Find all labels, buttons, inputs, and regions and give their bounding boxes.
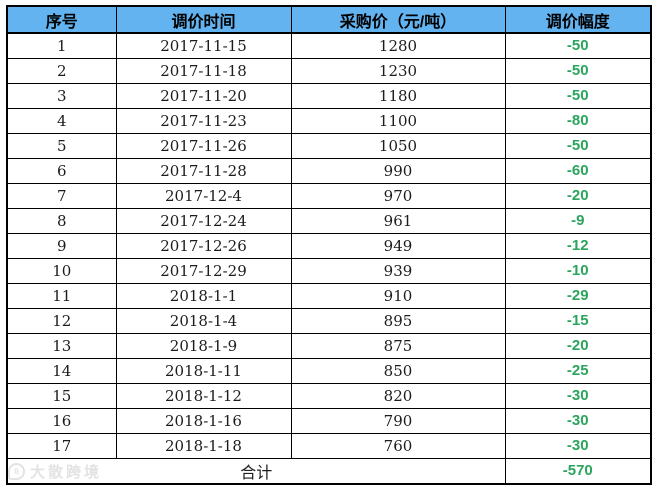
adjust-date-cell: 2018-1-1 (115, 282, 292, 309)
serial-number-cell: 8 (6, 207, 117, 234)
serial-number-cell: 3 (6, 82, 117, 109)
price-change-cell: -15 (504, 307, 652, 334)
purchase-price-cell: 990 (290, 157, 506, 184)
adjust-date-cell: 2018-1-12 (115, 382, 292, 409)
purchase-price-cell: 790 (290, 407, 506, 434)
serial-number-cell: 15 (6, 382, 117, 409)
adjust-date-cell: 2017-12-4 (115, 182, 292, 209)
serial-number-cell: 10 (6, 257, 117, 284)
price-change-cell: -50 (504, 82, 652, 109)
price-change-cell: -50 (504, 57, 652, 84)
purchase-price-cell: 1280 (290, 32, 506, 59)
table-row: 15 2018-1-12 820 -30 (6, 382, 652, 409)
table-row: 8 2017-12-24 961 -9 (6, 207, 652, 234)
table-row: 17 2018-1-18 760 -30 (6, 432, 652, 459)
table-row: 14 2018-1-11 850 -25 (6, 357, 652, 384)
purchase-price-cell: 910 (290, 282, 506, 309)
purchase-price-cell: 760 (290, 432, 506, 459)
price-adjustment-table: 序号 调价时间 采购价（元/吨） 调价幅度 1 2017-11-15 1280 -50 2 20… (6, 5, 652, 485)
purchase-price-cell: 1050 (290, 132, 506, 159)
purchase-price-cell: 949 (290, 232, 506, 259)
serial-number-cell: 13 (6, 332, 117, 359)
adjust-date-cell: 2017-11-15 (115, 32, 292, 59)
column-header: 调价时间 (115, 5, 292, 34)
purchase-price-cell: 1230 (290, 57, 506, 84)
serial-number-cell: 2 (6, 57, 117, 84)
price-change-cell: -12 (504, 232, 652, 259)
price-change-cell: -30 (504, 382, 652, 409)
purchase-price-cell: 939 (290, 257, 506, 284)
purchase-price-cell: 1180 (290, 82, 506, 109)
purchase-price-cell: 820 (290, 382, 506, 409)
price-change-cell: -50 (504, 32, 652, 59)
total-label: 合计 (6, 457, 506, 485)
price-change-cell: -9 (504, 207, 652, 234)
table-row: 2 2017-11-18 1230 -50 (6, 57, 652, 84)
adjust-date-cell: 2017-12-29 (115, 257, 292, 284)
table-row: 12 2018-1-4 895 -15 (6, 307, 652, 334)
price-change-cell: -50 (504, 132, 652, 159)
price-change-cell: -29 (504, 282, 652, 309)
serial-number-cell: 7 (6, 182, 117, 209)
price-change-cell: -20 (504, 182, 652, 209)
serial-number-cell: 12 (6, 307, 117, 334)
price-change-cell: -60 (504, 157, 652, 184)
adjust-date-cell: 2017-12-24 (115, 207, 292, 234)
header-row: 序号 调价时间 采购价（元/吨） 调价幅度 (6, 5, 652, 34)
table-row: 6 2017-11-28 990 -60 (6, 157, 652, 184)
adjust-date-cell: 2017-12-26 (115, 232, 292, 259)
purchase-price-cell: 970 (290, 182, 506, 209)
total-row: 合计 -570 (6, 457, 652, 485)
price-change-cell: -10 (504, 257, 652, 284)
table-row: 10 2017-12-29 939 -10 (6, 257, 652, 284)
table-row: 3 2017-11-20 1180 -50 (6, 82, 652, 109)
adjust-date-cell: 2017-11-23 (115, 107, 292, 134)
purchase-price-cell: 1100 (290, 107, 506, 134)
table-row: 16 2018-1-16 790 -30 (6, 407, 652, 434)
serial-number-cell: 4 (6, 107, 117, 134)
purchase-price-cell: 850 (290, 357, 506, 384)
purchase-price-cell: 875 (290, 332, 506, 359)
table-row: 13 2018-1-9 875 -20 (6, 332, 652, 359)
table-row: 1 2017-11-15 1280 -50 (6, 32, 652, 59)
column-header: 采购价（元/吨） (290, 5, 506, 34)
total-change-value: -570 (504, 457, 652, 485)
adjust-date-cell: 2018-1-16 (115, 407, 292, 434)
adjust-date-cell: 2017-11-26 (115, 132, 292, 159)
price-change-cell: -30 (504, 432, 652, 459)
adjust-date-cell: 2018-1-4 (115, 307, 292, 334)
table-row: 9 2017-12-26 949 -12 (6, 232, 652, 259)
serial-number-cell: 5 (6, 132, 117, 159)
serial-number-cell: 6 (6, 157, 117, 184)
serial-number-cell: 9 (6, 232, 117, 259)
price-change-cell: -25 (504, 357, 652, 384)
table-row: 11 2018-1-1 910 -29 (6, 282, 652, 309)
adjust-date-cell: 2017-11-20 (115, 82, 292, 109)
adjust-date-cell: 2018-1-18 (115, 432, 292, 459)
purchase-price-cell: 895 (290, 307, 506, 334)
table-row: 5 2017-11-26 1050 -50 (6, 132, 652, 159)
adjust-date-cell: 2017-11-18 (115, 57, 292, 84)
serial-number-cell: 16 (6, 407, 117, 434)
price-change-cell: -20 (504, 332, 652, 359)
serial-number-cell: 1 (6, 32, 117, 59)
column-header: 调价幅度 (504, 5, 652, 34)
adjust-date-cell: 2017-11-28 (115, 157, 292, 184)
price-change-cell: -30 (504, 407, 652, 434)
table-row: 7 2017-12-4 970 -20 (6, 182, 652, 209)
price-change-cell: -80 (504, 107, 652, 134)
serial-number-cell: 14 (6, 357, 117, 384)
serial-number-cell: 17 (6, 432, 117, 459)
adjust-date-cell: 2018-1-11 (115, 357, 292, 384)
adjust-date-cell: 2018-1-9 (115, 332, 292, 359)
column-header: 序号 (6, 5, 117, 34)
table-row: 4 2017-11-23 1100 -80 (6, 107, 652, 134)
serial-number-cell: 11 (6, 282, 117, 309)
purchase-price-cell: 961 (290, 207, 506, 234)
